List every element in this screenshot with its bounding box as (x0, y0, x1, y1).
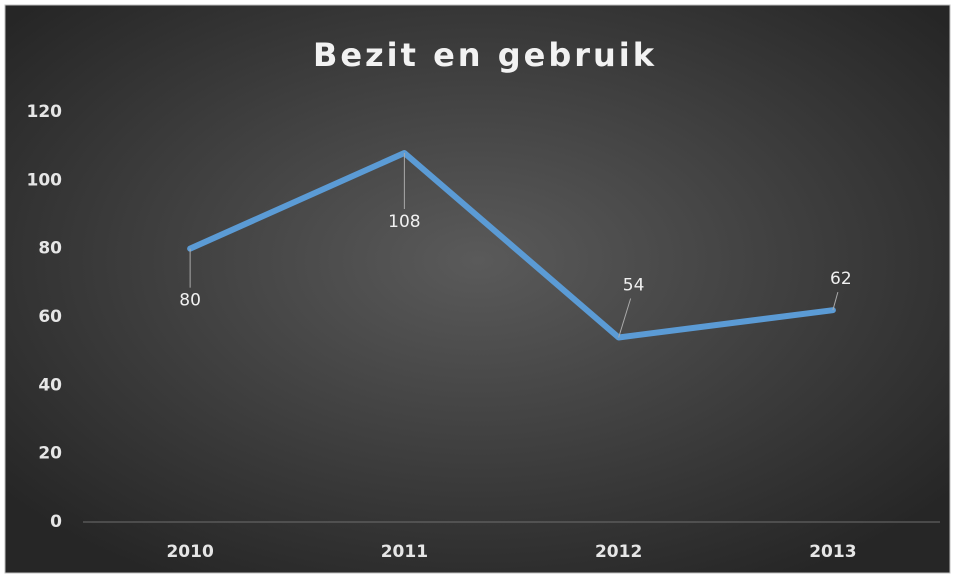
y-tick-label: 120 (27, 102, 63, 122)
chart-title: Bezit en gebruik (313, 36, 657, 74)
data-label: 108 (388, 212, 420, 232)
y-tick-label: 20 (38, 444, 62, 464)
x-tick-label: 2011 (381, 542, 428, 562)
x-tick-label: 2010 (166, 542, 213, 562)
y-tick-label: 60 (38, 307, 62, 327)
leader-line (618, 298, 632, 338)
leader-line (832, 292, 839, 311)
data-label: 80 (179, 291, 201, 311)
x-tick-label: 2012 (595, 542, 642, 562)
chart-background (4, 4, 951, 574)
data-label: 54 (623, 276, 645, 296)
line-series (187, 150, 836, 341)
y-tick-label: 100 (27, 170, 63, 190)
x-tick-label: 2013 (809, 542, 856, 562)
y-tick-label: 40 (38, 375, 62, 395)
y-tick-label: 0 (50, 512, 62, 532)
data-label: 62 (830, 269, 852, 289)
y-tick-label: 80 (38, 239, 62, 259)
